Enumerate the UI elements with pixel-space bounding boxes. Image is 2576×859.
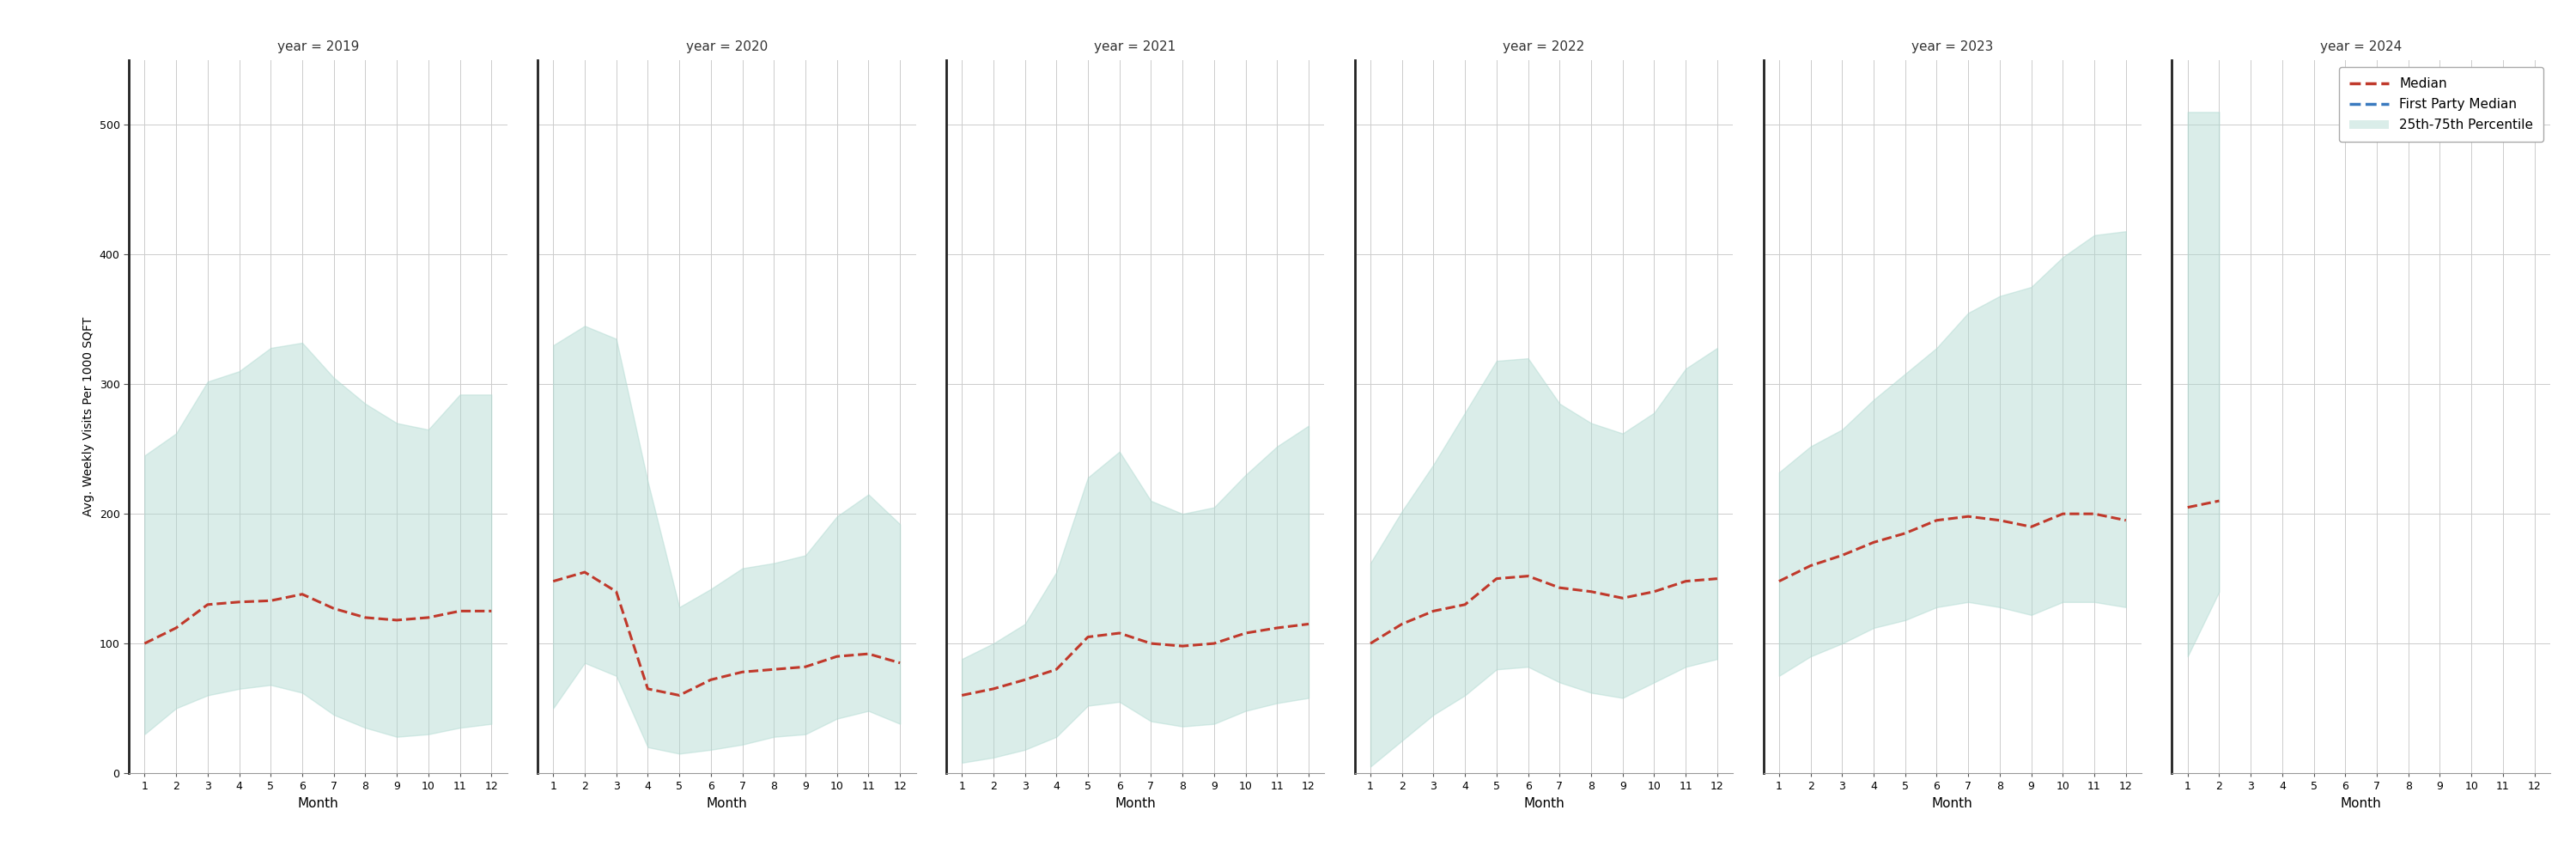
Line: Median: Median — [144, 594, 492, 643]
Median — [1543, 582, 1574, 593]
Title: year = 2020: year = 2020 — [685, 40, 768, 53]
Median — [757, 664, 788, 674]
Median — [1450, 600, 1481, 610]
Median — [193, 600, 224, 610]
Median — [2079, 509, 2110, 519]
Median — [129, 638, 160, 649]
Median — [1136, 638, 1167, 649]
Line: Median: Median — [554, 572, 899, 695]
Median — [1512, 571, 1543, 582]
Median — [1703, 574, 1734, 584]
Median — [538, 576, 569, 587]
Median — [1198, 638, 1229, 649]
X-axis label: Month: Month — [1932, 797, 1973, 810]
Median — [1417, 606, 1448, 616]
Median — [1072, 632, 1103, 643]
Line: Median: Median — [961, 624, 1309, 695]
Median — [255, 595, 286, 606]
X-axis label: Month: Month — [1115, 797, 1157, 810]
Median — [1953, 511, 1984, 521]
Median — [2017, 521, 2048, 532]
Median — [2048, 509, 2079, 519]
Title: year = 2022: year = 2022 — [1502, 40, 1584, 53]
Median — [1481, 574, 1512, 584]
Median — [1041, 664, 1072, 674]
Median — [1984, 515, 2014, 526]
Median — [1010, 674, 1041, 685]
Median — [1386, 618, 1417, 629]
Median — [1262, 623, 1293, 633]
Median — [381, 615, 412, 625]
Title: year = 2024: year = 2024 — [2321, 40, 2401, 53]
Median — [286, 589, 317, 600]
Median — [1891, 528, 1922, 539]
Line: Median: Median — [2187, 501, 2218, 508]
Median — [446, 606, 477, 616]
Median — [726, 667, 757, 677]
Median — [979, 684, 1010, 694]
Y-axis label: Avg. Weekly Visits Per 1000 SQFT: Avg. Weekly Visits Per 1000 SQFT — [82, 317, 95, 516]
Median — [1857, 537, 1888, 547]
Title: year = 2023: year = 2023 — [1911, 40, 1994, 53]
Line: Median: Median — [1370, 576, 1718, 643]
Median — [350, 612, 381, 623]
Median — [160, 623, 191, 633]
Median — [1355, 638, 1386, 649]
Median — [665, 690, 696, 700]
Median — [1795, 561, 1826, 571]
Median — [412, 612, 443, 623]
X-axis label: Month: Month — [2342, 797, 2383, 810]
Median — [1922, 515, 1953, 526]
X-axis label: Month: Month — [1522, 797, 1564, 810]
Median — [945, 690, 976, 700]
Median — [1607, 593, 1638, 603]
Median — [600, 587, 631, 597]
Median — [696, 674, 726, 685]
Median — [853, 649, 884, 659]
Median — [1105, 628, 1136, 638]
Legend: Median, First Party Median, 25th-75th Percentile: Median, First Party Median, 25th-75th Pe… — [2339, 67, 2543, 142]
Line: Median: Median — [1780, 514, 2125, 582]
Median — [224, 597, 255, 607]
Median — [1638, 587, 1669, 597]
X-axis label: Month: Month — [296, 797, 337, 810]
X-axis label: Month: Month — [706, 797, 747, 810]
Title: year = 2021: year = 2021 — [1095, 40, 1177, 53]
Median — [1293, 618, 1324, 629]
Median — [2110, 515, 2141, 526]
Median — [1826, 550, 1857, 560]
Median — [791, 661, 822, 672]
Median — [1577, 587, 1607, 597]
Median — [319, 603, 350, 613]
Median — [884, 658, 914, 668]
Median — [2202, 496, 2233, 506]
Median — [2172, 503, 2202, 513]
Median — [477, 606, 507, 616]
Median — [1669, 576, 1700, 587]
Median — [631, 684, 662, 694]
Title: year = 2019: year = 2019 — [278, 40, 358, 53]
Median — [822, 651, 853, 661]
Median — [569, 567, 600, 577]
Median — [1231, 628, 1262, 638]
Median — [1167, 641, 1198, 651]
Median — [1765, 576, 1795, 587]
